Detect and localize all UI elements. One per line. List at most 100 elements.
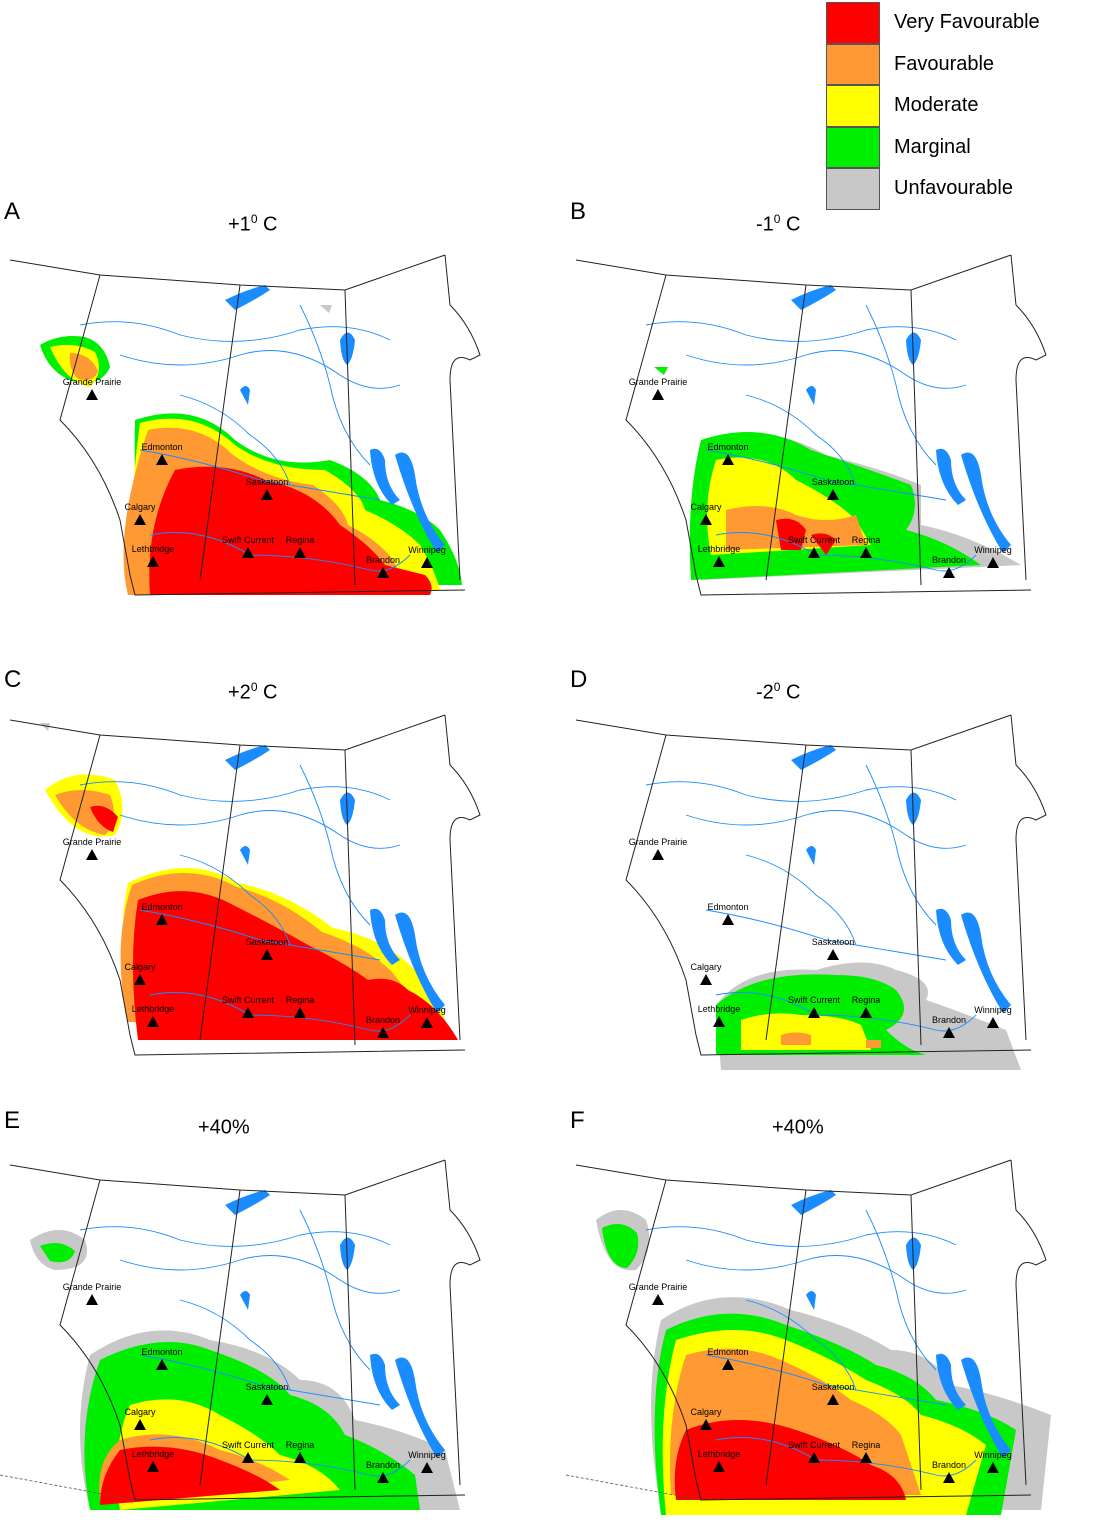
western-boundary bbox=[625, 274, 1032, 596]
panel-title-unit: C bbox=[257, 681, 278, 704]
suitability-map: Grande Prairie Edmonton Calgary Lethbridge S… bbox=[9, 714, 481, 1056]
panel-title: -10 C bbox=[756, 212, 800, 237]
city-label-calgary: Calgary bbox=[690, 1407, 722, 1417]
city-marker-saskatoon bbox=[261, 949, 273, 960]
river bbox=[865, 304, 937, 466]
panel-title-unit: C bbox=[780, 681, 801, 704]
saskatchewan-manitoba-border bbox=[344, 289, 356, 586]
city-marker-calgary bbox=[700, 514, 712, 525]
western-boundary bbox=[59, 1179, 466, 1501]
city-label-calgary: Calgary bbox=[690, 502, 722, 512]
city-marker-brandon bbox=[943, 1027, 955, 1038]
lake bbox=[906, 1237, 921, 1270]
river bbox=[645, 321, 957, 342]
lake bbox=[961, 912, 1011, 1013]
city-label-edmonton: Edmonton bbox=[141, 1347, 182, 1357]
suitability-zone-very-favourable bbox=[776, 518, 836, 555]
city-marker-swift-current bbox=[242, 547, 254, 558]
river bbox=[645, 781, 957, 802]
lake bbox=[340, 1237, 355, 1270]
saskatchewan-manitoba-border bbox=[910, 1194, 922, 1491]
city-marker-saskatoon bbox=[261, 489, 273, 500]
city-label-grande-prairie: Grande Prairie bbox=[63, 1282, 122, 1292]
lake bbox=[936, 448, 966, 505]
city-label-winnipeg: Winnipeg bbox=[408, 1005, 446, 1015]
river bbox=[119, 1255, 401, 1294]
city-label-saskatoon: Saskatoon bbox=[246, 1382, 289, 1392]
river bbox=[139, 909, 381, 961]
suitability-zone-very-favourable bbox=[90, 805, 458, 1040]
city-marker-edmonton bbox=[722, 454, 734, 465]
city-marker-regina bbox=[294, 1007, 306, 1018]
city-marker-edmonton bbox=[156, 914, 168, 925]
river bbox=[745, 1299, 857, 1391]
city-label-regina: Regina bbox=[852, 995, 881, 1005]
lake bbox=[791, 745, 836, 770]
city-marker-edmonton bbox=[722, 914, 734, 925]
northern-border bbox=[9, 714, 446, 751]
saskatchewan-manitoba-border bbox=[910, 749, 922, 1046]
eastern-boundary bbox=[444, 1159, 481, 1486]
legend-label: Moderate bbox=[894, 94, 979, 116]
western-boundary bbox=[625, 734, 1032, 1056]
northern-border bbox=[575, 714, 1012, 751]
western-boundary bbox=[59, 734, 466, 1056]
suitability-map: Grande Prairie Edmonton Calgary Lethbridge S… bbox=[0, 1159, 481, 1510]
suitability-map: Grande Prairie Edmonton Calgary Lethbridge S… bbox=[575, 254, 1047, 596]
lake bbox=[806, 386, 816, 405]
city-marker-lethbridge bbox=[147, 1016, 159, 1027]
panel-b: B -10 C Grande Prairie Edmonton Calgary Let… bbox=[566, 190, 1106, 630]
city-label-brandon: Brandon bbox=[366, 1015, 400, 1025]
city-label-lethbridge: Lethbridge bbox=[698, 544, 741, 554]
eastern-boundary bbox=[1010, 714, 1047, 1041]
city-marker-grande-prairie bbox=[652, 389, 664, 400]
city-marker-edmonton bbox=[156, 454, 168, 465]
city-marker-grande-prairie bbox=[652, 1294, 664, 1305]
eastern-boundary bbox=[444, 254, 481, 581]
city-marker-regina bbox=[294, 1452, 306, 1463]
city-label-brandon: Brandon bbox=[366, 1460, 400, 1470]
lake bbox=[395, 1357, 445, 1458]
suitability-zone-very-favourable bbox=[674, 1420, 906, 1500]
alberta-saskatchewan-border bbox=[765, 744, 807, 1041]
city-label-swift-current: Swift Current bbox=[222, 995, 275, 1005]
city-label-calgary: Calgary bbox=[124, 502, 156, 512]
lake bbox=[936, 1353, 966, 1410]
panel-letter: D bbox=[570, 666, 588, 693]
city-label-brandon: Brandon bbox=[366, 555, 400, 565]
city-marker-regina bbox=[294, 547, 306, 558]
panel-title-sup: 0 bbox=[773, 212, 781, 226]
river bbox=[745, 394, 857, 486]
river bbox=[79, 1226, 391, 1247]
suitability-zone-very-favourable bbox=[100, 1446, 280, 1505]
northern-border bbox=[9, 254, 446, 291]
city-marker-winnipeg bbox=[987, 1462, 999, 1473]
panel-f: F +40% Grande Prairie Edmonton Calgary Leth… bbox=[565, 1095, 1106, 1535]
panel-c: C +20 C Grande Prairie Edmonton Calgary Let… bbox=[0, 650, 540, 1090]
city-marker-regina bbox=[860, 547, 872, 558]
southern-border-extension bbox=[0, 1474, 136, 1501]
alberta-saskatchewan-border bbox=[765, 284, 807, 581]
city-label-calgary: Calgary bbox=[124, 962, 156, 972]
city-label-swift-current: Swift Current bbox=[788, 995, 841, 1005]
city-label-winnipeg: Winnipeg bbox=[974, 1005, 1012, 1015]
city-marker-brandon bbox=[377, 567, 389, 578]
map-legend: Very Favourable Favourable Moderate Marg… bbox=[826, 2, 1054, 210]
city-label-grande-prairie: Grande Prairie bbox=[629, 1282, 688, 1292]
legend-label: Unfavourable bbox=[894, 177, 1013, 199]
lake bbox=[340, 332, 355, 365]
legend-item-unfavourable: Unfavourable bbox=[826, 168, 1054, 210]
city-label-grande-prairie: Grande Prairie bbox=[63, 837, 122, 847]
river bbox=[119, 810, 401, 849]
river bbox=[179, 394, 291, 486]
river bbox=[139, 1354, 381, 1406]
panel-title-sup: 0 bbox=[250, 212, 258, 226]
city-label-brandon: Brandon bbox=[932, 1460, 966, 1470]
western-boundary bbox=[59, 274, 466, 596]
city-marker-calgary bbox=[134, 1419, 146, 1430]
panel-letter: C bbox=[4, 666, 22, 693]
city-label-saskatoon: Saskatoon bbox=[812, 1382, 855, 1392]
city-label-calgary: Calgary bbox=[124, 1407, 156, 1417]
city-marker-brandon bbox=[943, 1472, 955, 1483]
city-marker-winnipeg bbox=[421, 1017, 433, 1028]
